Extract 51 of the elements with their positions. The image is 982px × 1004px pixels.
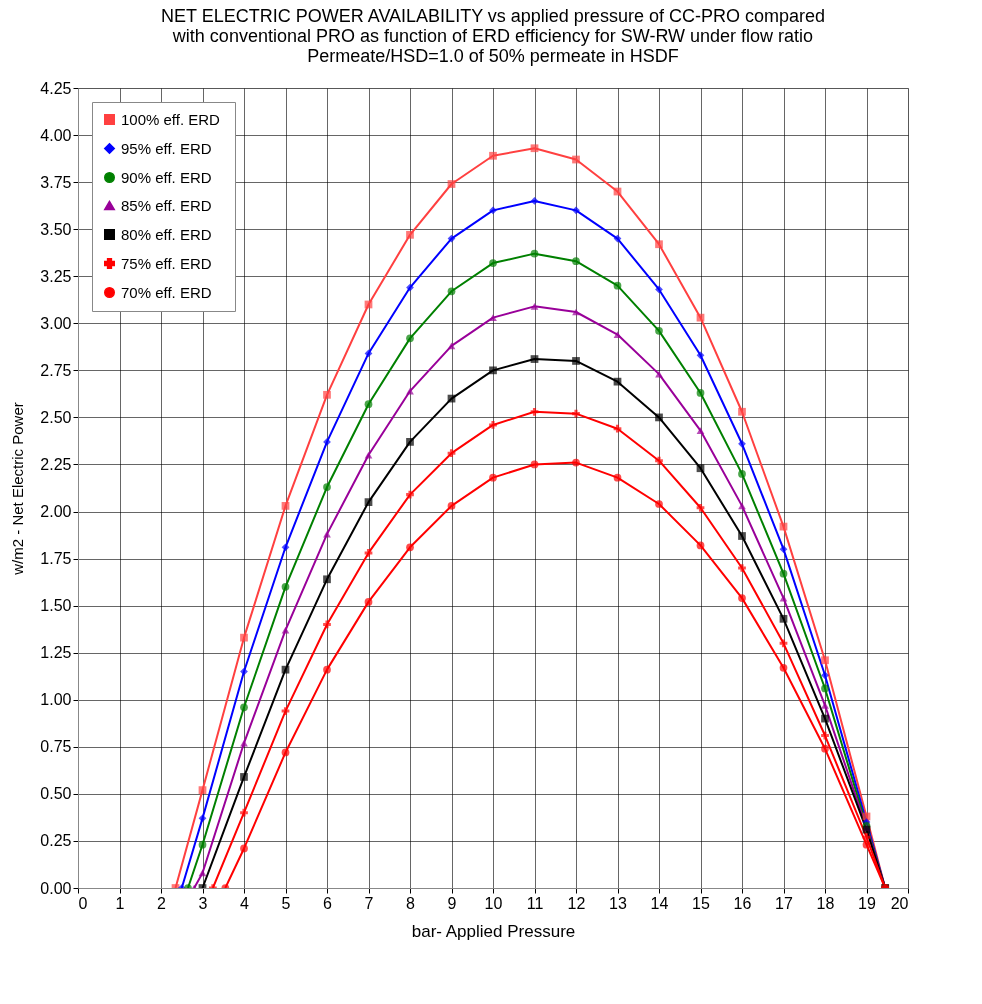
text: NET ELECTRIC POWER AVAILABILITY vs applied pressure of CC-PRO compared [161,6,825,26]
x-tick-label: 7 [364,894,374,912]
x-tick-label: 9 [447,894,457,912]
x-tick-label: 12 [567,894,586,912]
x-tick-label: 17 [775,894,793,912]
y-tick-label: 1.00 [40,691,72,709]
y-tick-label: 3.75 [40,173,72,191]
y-tick-label: 2.50 [40,408,72,426]
x-tick-label: 11 [526,894,544,912]
y-tick-label: 2.00 [40,503,72,521]
y-tick-label: 4.00 [40,126,72,144]
legend-label: 100% eff. ERD [121,110,221,128]
x-tick-label: 13 [609,894,627,912]
legend-label: 85% eff. ERD [121,196,212,214]
x-tick-label: 19 [858,894,876,912]
x-tick-label: 8 [406,894,416,912]
y-tick-label: 3.25 [40,267,72,285]
x-tick-label: 10 [484,894,503,912]
legend-label: 75% eff. ERD [121,254,212,272]
legend-label: 70% eff. ERD [121,283,212,301]
legend-label: 80% eff. ERD [121,225,212,243]
y-tick-label: 0.50 [40,785,72,803]
y-tick-label: 0.00 [40,879,72,897]
x-tick-label: 14 [650,894,669,912]
x-tick-label: 4 [240,894,250,912]
x-tick-label: 2 [157,894,167,912]
text: with conventional PRO as function of ERD efficiency for SW-RW under flow ratio [172,26,814,46]
x-tick-label: 6 [323,894,333,912]
y-tick-label: 1.75 [40,550,72,568]
x-tick-label: 18 [816,894,835,912]
x-tick-label: 16 [733,894,752,912]
x-tick-label: 1 [115,894,125,912]
x-tick-label: 5 [281,894,291,912]
y-tick-label: 3.50 [40,220,72,238]
y-tick-label: 1.25 [40,644,72,662]
x-tick-label: 0 [78,894,88,912]
y-tick-label: 3.00 [40,314,72,332]
legend-label: 95% eff. ERD [121,139,212,157]
x-tick-label: 20 [890,894,909,912]
y-tick-label: 2.25 [40,455,72,473]
y-tick-label: 2.75 [40,361,72,379]
y-tick-label: 0.75 [40,738,72,756]
y-tick-label: 1.50 [40,597,72,615]
y-tick-label: 4.25 [40,79,72,97]
y-tick-label: 0.25 [40,832,72,850]
x-axis-title: bar- Applied Pressure [411,921,576,941]
legend-label: 90% eff. ERD [121,168,212,186]
y-axis-title: w/m2 - Net Electric Power [9,402,27,576]
x-tick-label: 3 [198,894,208,912]
text: Permeate/HSD=1.0 of 50% permeate in HSDF [307,46,679,66]
x-tick-label: 15 [692,894,710,912]
